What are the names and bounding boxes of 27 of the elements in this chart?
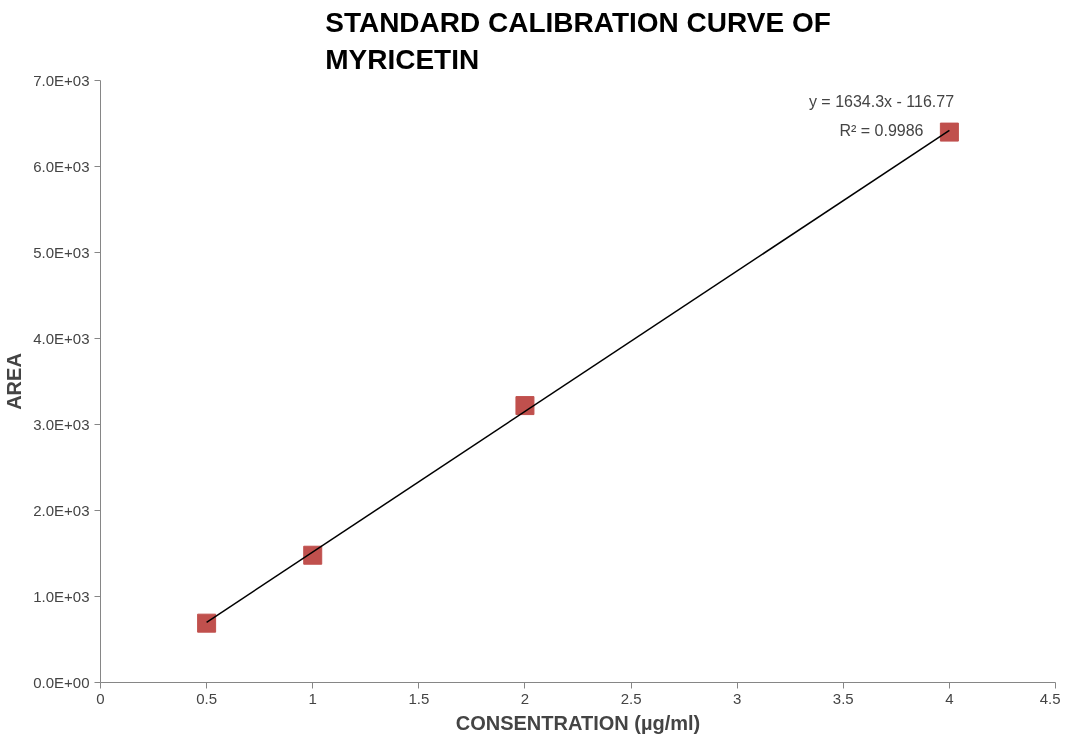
y-tick-label: 5.0E+03 — [33, 244, 90, 261]
annotation: y = 1634.3x - 116.77 — [808, 93, 955, 111]
point — [197, 613, 217, 633]
y-tick-label: 6.0E+03 — [33, 158, 90, 175]
x-tick-label: 3 — [733, 689, 742, 707]
x-tick-label: 1.5 — [408, 689, 430, 707]
y-tick-label: 4.0E+03 — [33, 330, 90, 347]
x-tick-label: 1 — [308, 689, 317, 707]
y-tick-label: 7.0E+03 — [33, 72, 90, 89]
chart-title: STANDARD CALIBRATION CURVE OF MYRICETIN — [325, 7, 831, 76]
y-tick-label: 1.0E+03 — [33, 588, 90, 605]
x-tick-label: 4.5 — [1039, 689, 1061, 707]
y-tick-label: 0.0E+00 — [33, 674, 90, 691]
point — [939, 122, 959, 142]
annotation: R² = 0.9986 — [839, 121, 924, 139]
y-axis-title: AREA — [3, 353, 26, 410]
x-tick-label: 2.5 — [620, 689, 642, 707]
x-axis-title: CONSENTRATION (µg/ml) — [455, 711, 701, 734]
x-tick-label: 3.5 — [832, 689, 854, 707]
x-tick-label: 0 — [96, 689, 105, 707]
x-tick-label: 4 — [945, 689, 954, 707]
x-tick-label: 2 — [520, 689, 530, 707]
y-tick-label: 2.0E+03 — [33, 502, 90, 519]
y-tick-label: 3.0E+03 — [33, 416, 90, 433]
point — [515, 396, 535, 416]
point — [303, 545, 323, 565]
x-tick-label: 0.5 — [196, 689, 218, 707]
